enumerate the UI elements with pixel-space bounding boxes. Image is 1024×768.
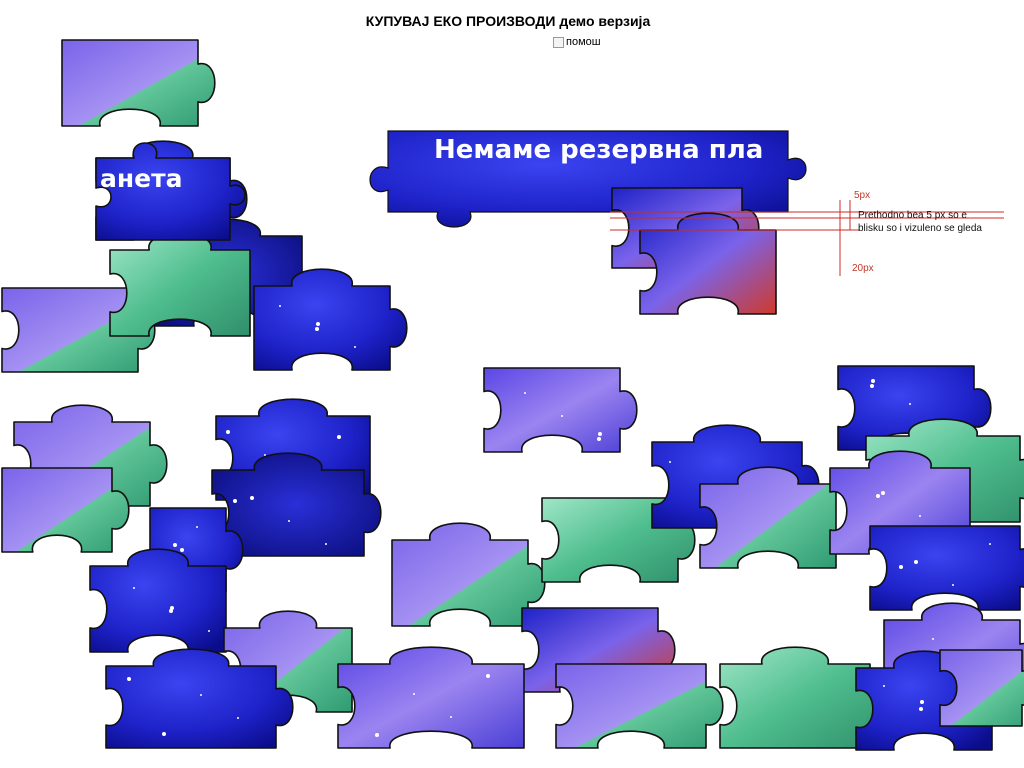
star-dot bbox=[598, 432, 602, 436]
star-dot bbox=[876, 494, 880, 498]
star-dot bbox=[989, 543, 991, 545]
star-dot bbox=[208, 630, 210, 632]
puzzle-piece-27[interactable] bbox=[105, 648, 294, 749]
star-dot bbox=[226, 430, 230, 434]
star-dot bbox=[162, 732, 166, 736]
annotation-line-1: Prethodno bea 5 px so e bbox=[858, 210, 967, 221]
star-dot bbox=[180, 548, 184, 552]
star-dot bbox=[133, 587, 135, 589]
star-dot bbox=[200, 694, 202, 696]
puzzle-piece-16[interactable] bbox=[391, 522, 546, 627]
banner-text: Немаме резервна пла bbox=[434, 135, 763, 165]
star-dot bbox=[325, 543, 327, 545]
puzzle-piece-1[interactable] bbox=[61, 39, 216, 127]
puzzle-piece-32[interactable] bbox=[939, 649, 1024, 727]
star-dot bbox=[173, 543, 177, 547]
star-dot bbox=[932, 638, 934, 640]
puzzle-piece-9[interactable] bbox=[483, 367, 638, 453]
annotation-note: Prethodno bea 5 px so e blisku so i vizu… bbox=[858, 209, 982, 235]
star-dot bbox=[375, 733, 379, 737]
margin-label-top: 5px bbox=[854, 190, 871, 201]
puzzle-piece-28[interactable] bbox=[337, 646, 525, 749]
star-dot bbox=[919, 707, 923, 711]
star-dot bbox=[914, 560, 918, 564]
star-dot bbox=[450, 716, 452, 718]
star-dot bbox=[196, 526, 198, 528]
star-dot bbox=[919, 515, 921, 517]
annotation-line-2: blisku so i vizuleno se gleda bbox=[858, 223, 982, 234]
star-dot bbox=[669, 461, 671, 463]
puzzle-piece-29[interactable] bbox=[555, 663, 724, 749]
puzzle-piece-19[interactable] bbox=[699, 466, 837, 569]
star-dot bbox=[337, 435, 341, 439]
star-dot bbox=[597, 437, 601, 441]
star-dot bbox=[316, 322, 320, 326]
star-dot bbox=[899, 565, 903, 569]
star-dot bbox=[413, 693, 415, 695]
game-title: КУПУВАЈ ЕКО ПРОИЗВОДИ демо верзија bbox=[365, 13, 651, 29]
star-dot bbox=[920, 700, 924, 704]
help-checkbox[interactable] bbox=[553, 36, 564, 48]
star-dot bbox=[127, 677, 131, 681]
star-dot bbox=[354, 346, 356, 348]
puzzle-piece-text-fragment[interactable]: анета bbox=[95, 142, 246, 241]
puzzle-piece-5[interactable] bbox=[253, 268, 408, 371]
star-dot bbox=[264, 454, 266, 456]
star-dot bbox=[279, 305, 281, 307]
puzzle-piece-12[interactable] bbox=[1, 467, 130, 553]
puzzle-piece-15[interactable] bbox=[89, 548, 227, 653]
text-fragment: анета bbox=[100, 164, 182, 193]
star-dot bbox=[909, 403, 911, 405]
star-dot bbox=[561, 415, 563, 417]
star-dot bbox=[237, 717, 239, 719]
help-toggle[interactable]: помош bbox=[553, 36, 601, 48]
puzzle-piece-8[interactable] bbox=[639, 212, 777, 315]
star-dot bbox=[883, 685, 885, 687]
star-dot bbox=[952, 584, 954, 586]
puzzle-piece-13[interactable] bbox=[211, 452, 382, 557]
star-dot bbox=[233, 499, 237, 503]
alignment-guides bbox=[610, 200, 1004, 276]
star-dot bbox=[871, 379, 875, 383]
star-dot bbox=[288, 520, 290, 522]
star-dot bbox=[315, 327, 319, 331]
star-dot bbox=[881, 491, 885, 495]
star-dot bbox=[870, 384, 874, 388]
star-dot bbox=[486, 674, 490, 678]
puzzle-piece-23[interactable] bbox=[869, 525, 1024, 611]
star-dot bbox=[250, 496, 254, 500]
star-dot bbox=[524, 392, 526, 394]
help-label: помош bbox=[566, 36, 601, 48]
margin-label-bottom: 20px bbox=[852, 263, 874, 274]
star-dot bbox=[169, 609, 173, 613]
